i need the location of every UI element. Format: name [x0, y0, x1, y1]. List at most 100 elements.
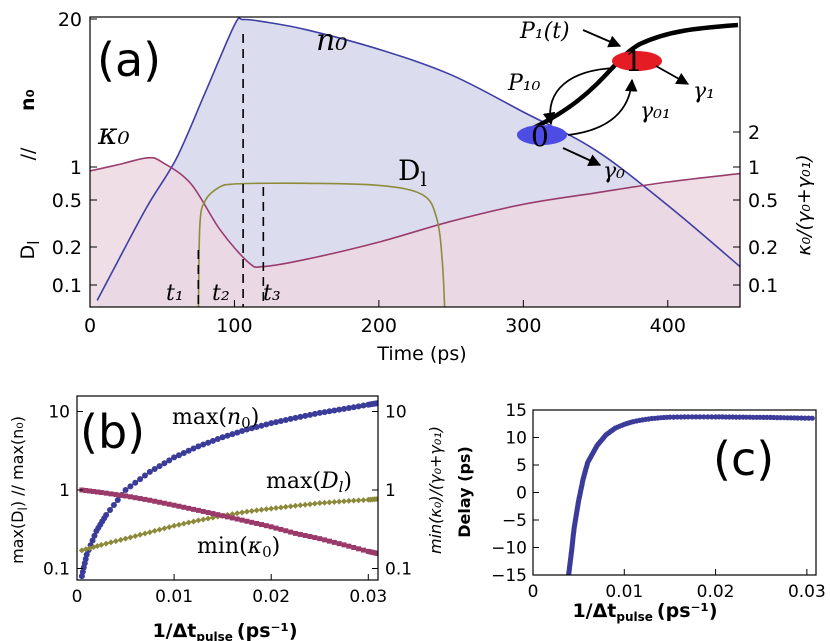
- b-point-max-d-l: [175, 521, 182, 528]
- b-point-min: [181, 504, 187, 510]
- c-point: [667, 414, 673, 420]
- b-point-min: [292, 530, 298, 536]
- b-point-max-d-l: [311, 500, 318, 507]
- b-point-max-d-l: [258, 506, 265, 513]
- b-point-max-d-l: [355, 497, 362, 504]
- b-point-max-d-l: [302, 501, 309, 508]
- b-xtick-label: 0: [72, 587, 83, 607]
- b-point-min: [98, 489, 104, 495]
- b-point-min: [161, 500, 167, 506]
- n0-series-label: n₀: [316, 23, 347, 58]
- b-point-max-n: [326, 408, 333, 415]
- b-point-max-d-l: [360, 497, 367, 504]
- c-point: [685, 414, 691, 420]
- b-point-max-n: [287, 415, 294, 422]
- c-point: [705, 414, 711, 420]
- b-point-max-n: [114, 497, 121, 504]
- b-point-min: [220, 513, 226, 519]
- b-point-max-n: [302, 412, 309, 419]
- min-kappa0-label: min(κ0): [197, 534, 280, 561]
- b-point-min: [132, 495, 138, 501]
- b-point-max-d-l: [166, 524, 173, 531]
- b-point-max-n: [166, 457, 173, 464]
- b-point-max-n: [350, 404, 357, 411]
- b-point-min: [118, 492, 124, 498]
- b-point-max-n: [316, 409, 323, 416]
- gamma1-arrow: [655, 65, 690, 85]
- max-dl-label: max(Dl): [266, 469, 352, 496]
- panel-b: 0 0.01 0.02 0.03 0.1 1 10 0.1 1 10 (b) max(n0) ma…: [8, 395, 445, 641]
- b-point-max-n: [185, 447, 192, 454]
- b-point-max-n: [91, 532, 98, 539]
- panel-b-label: (b): [80, 405, 145, 459]
- b-ytick-right-label: 10: [385, 403, 407, 423]
- panel-a-ylabel-right: κ₀/(γ₀+γ₀₁): [793, 154, 815, 255]
- b-point-max-n: [341, 405, 348, 412]
- c-point: [681, 414, 688, 420]
- b-point-max-d-l: [263, 506, 270, 513]
- level-diagram-inset: 1 0 P₁(t) P₁₀ γ₁ γ₀₁ γ₀: [507, 19, 739, 184]
- panel-a-ylabel-left: n₀ // Dl: [17, 89, 43, 259]
- a-ytick-left-label: 20: [58, 9, 82, 31]
- b-xtick-label: 0.03: [349, 587, 387, 607]
- b-point-max-n: [282, 416, 289, 423]
- panel-b-ylabel-left: max(Dl) // max(n₀): [8, 416, 30, 564]
- b-point-max-n: [331, 407, 338, 414]
- b-point-max-d-l: [243, 508, 250, 515]
- c-point: [693, 414, 699, 420]
- b-point-min: [186, 505, 192, 511]
- b-point-max-n: [83, 551, 90, 558]
- panel-a: 0 100 200 300 400 0.1 0.2 0.5 1 20 0.1 0.2 0.5 1 2 (a)…: [17, 9, 815, 365]
- b-point-min: [336, 541, 342, 547]
- a-xtick-label: 0: [84, 315, 96, 337]
- b-point-max-d-l: [161, 525, 168, 532]
- panel-b-ylabel-right: min(κ₀)/(γ₀+γ₀₁): [426, 426, 445, 554]
- b-point-max-n: [243, 426, 250, 433]
- c-ytick-label: −15: [491, 566, 527, 586]
- b-point-max-d-l: [248, 508, 255, 515]
- c-xtick-label: 0.03: [788, 582, 826, 602]
- c-xtick-label: 0: [528, 582, 539, 602]
- b-point-max-n: [253, 423, 260, 430]
- c-xtick-label: 0.01: [605, 582, 643, 602]
- b-point-max-d-l: [345, 497, 352, 504]
- b-point-min: [171, 502, 177, 508]
- c-point: [709, 414, 715, 420]
- a-xtick-label: 400: [650, 315, 686, 337]
- c-ytick-label: 0: [516, 484, 527, 504]
- b-point-max-n: [268, 420, 275, 427]
- a-ytick-left-label: 1: [70, 157, 82, 179]
- b-point-min: [103, 490, 109, 496]
- b-point-max-d-l: [253, 507, 260, 514]
- b-point-min: [278, 526, 284, 532]
- b-point-min: [195, 507, 201, 513]
- b-point-max-d-l: [307, 501, 314, 508]
- c-ytick-label: −5: [502, 511, 527, 531]
- t2-label: t₂: [212, 281, 230, 306]
- b-point-max-d-l: [127, 534, 134, 541]
- level-0-ellipse: [517, 125, 567, 145]
- b-point-min: [152, 498, 158, 504]
- b-point-max-d-l: [375, 495, 378, 502]
- b-point-max-d-l: [171, 522, 178, 529]
- b-point-max-n: [219, 434, 226, 441]
- line-n: [96, 17, 740, 301]
- b-xtick-label: 0.02: [252, 587, 290, 607]
- b-point-min: [225, 514, 230, 520]
- b-point-min: [94, 489, 100, 495]
- t3-label: t₃: [263, 281, 281, 306]
- c-ytick-label: 15: [505, 401, 527, 421]
- b-point-max-n: [360, 402, 367, 409]
- b-point-min: [356, 546, 362, 552]
- b-point-max-n: [175, 452, 182, 459]
- b-point-min: [249, 519, 255, 525]
- c-ytick-label: −10: [491, 539, 527, 559]
- c-xtick-label: 0.02: [697, 582, 735, 602]
- b-ytick-left-label: 1: [59, 481, 70, 501]
- b-point-max-d-l: [239, 509, 246, 516]
- b-point-max-n: [292, 414, 299, 421]
- b-point-max-n: [156, 463, 163, 470]
- b-point-max-d-l: [137, 531, 144, 538]
- b-point-max-d-l: [268, 505, 275, 512]
- b-point-max-n: [132, 479, 139, 486]
